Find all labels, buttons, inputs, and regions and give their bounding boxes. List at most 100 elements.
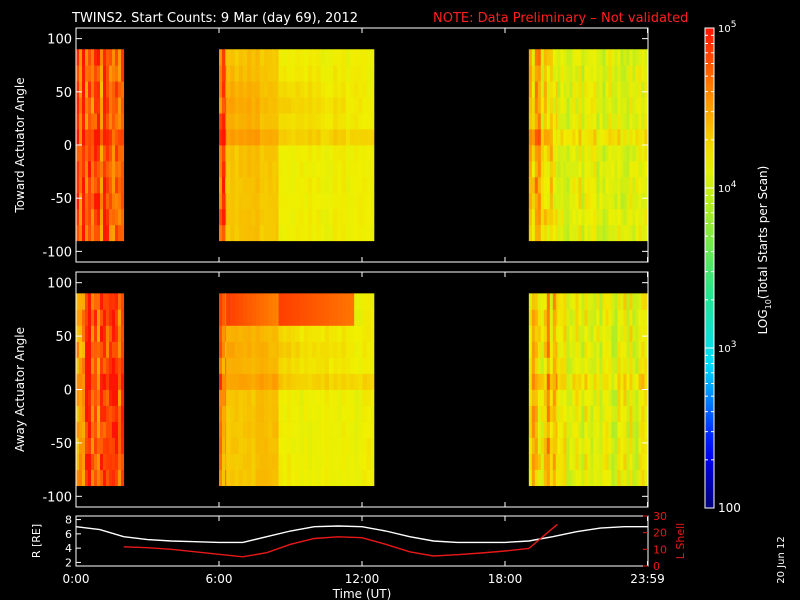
cell-away-5-28-8	[641, 341, 645, 358]
cell-away-3-0-10	[278, 309, 284, 326]
cell-away-3-19-5	[358, 389, 363, 406]
cell-away-3-16-1	[345, 453, 351, 471]
cell-away-3-19-9	[358, 325, 363, 342]
cell-toward-3-20-4	[362, 160, 368, 178]
cell-toward-3-0-7	[278, 113, 284, 130]
cell-away-1-2-10	[225, 309, 227, 326]
cell-away-3-22-8	[370, 341, 375, 358]
cell-toward-3-9-6	[316, 129, 321, 146]
cell-toward-5-9-11	[584, 49, 588, 66]
cell-toward-3-18-6	[354, 129, 359, 146]
cell-away-4-0-8	[528, 341, 533, 358]
cell-toward-3-20-1	[362, 208, 368, 226]
cell-away-0-1-11	[79, 293, 83, 310]
cell-away-2-1-1	[230, 453, 235, 471]
cell-away-3-16-7	[345, 357, 351, 374]
cell-away-3-6-4	[303, 405, 309, 422]
cell-away-3-21-4	[366, 405, 372, 422]
cell-away-2-4-11	[242, 293, 248, 310]
cell-toward-2-3-1	[238, 208, 244, 226]
cell-toward-0-0-3	[76, 176, 80, 194]
cell-away-3-21-11	[366, 293, 372, 310]
cell-toward-5-6-7	[575, 113, 579, 130]
cell-toward-5-5-6	[572, 129, 576, 146]
cell-away-3-21-1	[366, 453, 372, 471]
cell-away-5-20-7	[617, 357, 621, 374]
cell-toward-2-12-6	[276, 129, 279, 146]
cell-toward-4-6-7	[546, 113, 551, 130]
cell-away-4-6-8	[546, 341, 551, 358]
cell-toward-2-3-2	[238, 192, 244, 210]
cell-toward-5-29-4	[644, 160, 648, 178]
cell-toward-3-5-9	[299, 81, 305, 98]
cell-away-5-22-2	[623, 437, 627, 454]
cell-toward-5-27-4	[638, 160, 642, 178]
cell-away-5-29-4	[644, 405, 648, 422]
cell-toward-4-2-8	[534, 97, 539, 114]
cell-away-2-1-0	[230, 469, 235, 487]
cell-toward-1-0-7	[219, 113, 223, 130]
cell-toward-2-0-1	[226, 208, 231, 226]
cell-toward-2-12-0	[276, 224, 279, 242]
cell-toward-4-8-6	[552, 129, 557, 146]
cell-away-3-2-0	[286, 469, 292, 487]
cbar-tick-exp: 3	[731, 340, 737, 350]
cell-away-5-14-11	[599, 293, 603, 310]
cell-toward-0-4-5	[88, 145, 92, 162]
cell-toward-5-7-6	[578, 129, 582, 146]
cell-toward-5-21-5	[620, 145, 624, 162]
cell-away-2-4-1	[242, 453, 248, 471]
cell-toward-5-14-11	[599, 49, 603, 66]
cell-away-5-1-6	[560, 373, 564, 390]
cell-toward-3-17-11	[349, 49, 355, 66]
cell-away-4-7-7	[549, 357, 554, 374]
cell-toward-5-22-7	[623, 113, 627, 130]
cell-toward-3-13-2	[333, 192, 338, 210]
cell-toward-3-0-11	[278, 49, 284, 66]
cell-toward-2-11-5	[272, 145, 277, 162]
cell-toward-2-8-5	[259, 145, 265, 162]
cell-away-0-0-11	[76, 293, 80, 310]
cell-away-3-1-9	[282, 325, 288, 342]
cell-away-3-22-11	[370, 293, 375, 310]
cell-toward-3-22-6	[370, 129, 375, 146]
cell-toward-4-8-9	[552, 81, 557, 98]
cell-away-1-0-8	[219, 341, 223, 358]
cell-toward-4-2-1	[534, 208, 539, 226]
cell-toward-3-21-0	[366, 224, 372, 242]
cell-away-5-27-5	[638, 389, 642, 406]
cell-toward-0-9-11	[103, 49, 107, 66]
cell-away-5-7-4	[578, 405, 582, 422]
cell-away-4-2-2	[534, 437, 539, 454]
cell-toward-3-10-4	[320, 160, 326, 178]
cell-away-4-2-10	[534, 309, 539, 326]
cell-away-3-11-1	[324, 453, 330, 471]
cell-toward-0-10-2	[106, 192, 110, 210]
cell-away-5-5-5	[572, 389, 576, 406]
cell-away-2-7-11	[255, 293, 261, 310]
cell-away-0-6-10	[94, 309, 98, 326]
cell-away-3-2-6	[286, 373, 292, 390]
cell-toward-0-3-3	[85, 176, 89, 194]
cell-away-4-0-6	[528, 373, 533, 390]
cell-toward-3-6-2	[303, 192, 309, 210]
cell-away-0-9-9	[103, 325, 107, 342]
cell-toward-5-24-1	[629, 208, 633, 226]
cell-toward-3-9-3	[316, 176, 321, 194]
cell-away-5-25-2	[632, 437, 636, 454]
cell-toward-3-14-9	[337, 81, 342, 98]
cell-toward-0-14-10	[118, 65, 122, 82]
cell-away-3-2-8	[286, 341, 292, 358]
cell-toward-0-12-7	[112, 113, 116, 130]
cell-toward-4-2-2	[534, 192, 539, 210]
cell-toward-3-5-10	[299, 65, 305, 82]
cell-toward-4-5-10	[543, 65, 548, 82]
cell-toward-3-11-7	[324, 113, 330, 130]
cell-toward-0-9-5	[103, 145, 107, 162]
cell-away-3-21-0	[366, 469, 372, 487]
cell-away-0-0-9	[76, 325, 80, 342]
cell-away-5-25-5	[632, 389, 636, 406]
cell-toward-0-1-5	[79, 145, 83, 162]
cell-toward-2-3-5	[238, 145, 244, 162]
cell-away-5-7-10	[578, 309, 582, 326]
